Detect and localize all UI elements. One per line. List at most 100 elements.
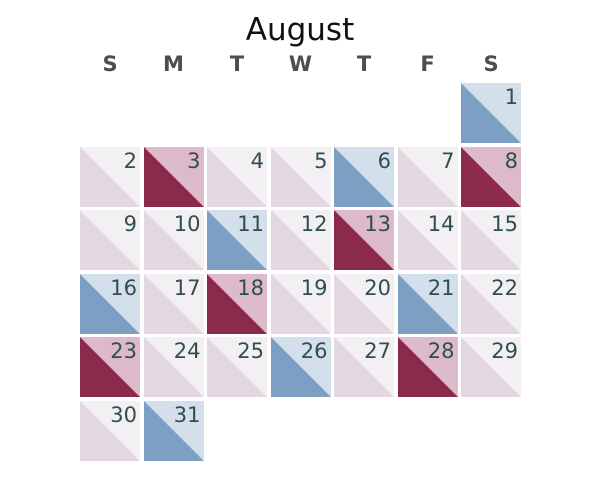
day-cell: 11 xyxy=(207,210,267,270)
day-number: 29 xyxy=(491,339,518,363)
day-number: 27 xyxy=(364,339,391,363)
day-cell: 12 xyxy=(270,210,331,270)
day-cell-lower-triangle xyxy=(270,273,331,334)
day-cell-lower-triangle xyxy=(334,273,394,334)
day-cell-lower-triangle xyxy=(461,273,521,334)
day-number: 21 xyxy=(427,275,455,300)
day-cell: 6 xyxy=(334,146,394,207)
day-number: 17 xyxy=(173,275,201,300)
day-cell: 10 xyxy=(143,210,204,270)
day-number: 2 xyxy=(123,148,137,173)
day-cell-lower-triangle xyxy=(334,210,394,270)
day-number: 14 xyxy=(427,212,455,236)
day-cell: 3 xyxy=(143,146,204,207)
day-cell: 16 xyxy=(80,273,140,334)
chart-title: August xyxy=(245,12,355,48)
day-cell: 9 xyxy=(80,210,140,270)
day-cell-lower-triangle xyxy=(80,337,140,397)
weekday-label: W xyxy=(288,52,313,76)
day-cell: 15 xyxy=(461,210,521,270)
day-cell: 25 xyxy=(207,337,267,397)
day-cell: 23 xyxy=(80,337,140,397)
day-number: 19 xyxy=(300,275,328,300)
day-cell: 5 xyxy=(270,146,331,207)
day-cell: 14 xyxy=(397,210,458,270)
day-cell-lower-triangle xyxy=(270,210,331,270)
day-cell: 26 xyxy=(270,337,331,397)
day-number: 1 xyxy=(504,85,518,109)
day-cell-lower-triangle xyxy=(80,210,140,270)
day-number: 18 xyxy=(237,275,264,300)
day-cell-lower-triangle xyxy=(80,273,140,334)
day-number: 7 xyxy=(441,148,455,173)
day-cell-lower-triangle xyxy=(461,146,521,207)
day-cell-lower-triangle xyxy=(143,337,204,397)
day-number: 15 xyxy=(491,212,518,236)
day-cell: 2 xyxy=(80,146,140,207)
day-cell-lower-triangle xyxy=(270,337,331,397)
day-cell-lower-triangle xyxy=(207,210,267,270)
day-cell: 31 xyxy=(143,400,204,461)
day-number: 28 xyxy=(427,339,455,363)
day-cell-lower-triangle xyxy=(397,210,458,270)
day-number: 22 xyxy=(491,275,518,300)
day-cell: 30 xyxy=(80,400,140,461)
day-cell-lower-triangle xyxy=(334,146,394,207)
day-cell-lower-triangle xyxy=(80,146,140,207)
day-cell-lower-triangle xyxy=(334,337,394,397)
day-cell-lower-triangle xyxy=(461,210,521,270)
day-cell: 4 xyxy=(207,146,267,207)
day-cell-lower-triangle xyxy=(80,400,140,461)
day-number: 3 xyxy=(187,148,201,173)
day-cell-lower-triangle xyxy=(207,337,267,397)
day-number: 30 xyxy=(110,402,137,427)
day-number: 11 xyxy=(237,212,264,236)
day-cell-lower-triangle xyxy=(397,273,458,334)
day-cell: 8 xyxy=(461,146,521,207)
day-cell-lower-triangle xyxy=(143,273,204,334)
day-cell-lower-triangle xyxy=(397,146,458,207)
weekday-label: F xyxy=(420,52,435,76)
weekday-label: M xyxy=(163,52,184,76)
day-cell: 1 xyxy=(461,83,521,143)
day-cell-lower-triangle xyxy=(143,400,204,461)
day-cell-lower-triangle xyxy=(461,83,521,143)
day-cell-lower-triangle xyxy=(461,337,521,397)
day-cell-lower-triangle xyxy=(143,146,204,207)
day-number: 26 xyxy=(300,339,328,363)
weekday-label: T xyxy=(356,52,372,76)
day-cell: 17 xyxy=(143,273,204,334)
day-number: 25 xyxy=(237,339,264,363)
day-number: 8 xyxy=(504,148,518,173)
day-cell: 29 xyxy=(461,337,521,397)
day-cell: 24 xyxy=(143,337,204,397)
day-cell-lower-triangle xyxy=(207,273,267,334)
day-cell: 22 xyxy=(461,273,521,334)
day-number: 24 xyxy=(173,339,201,363)
day-number: 13 xyxy=(364,212,391,236)
day-number: 23 xyxy=(110,339,137,363)
day-number: 5 xyxy=(314,148,328,173)
day-cell: 18 xyxy=(207,273,267,334)
day-cell-lower-triangle xyxy=(270,146,331,207)
weekday-label: S xyxy=(102,52,118,76)
day-cell-lower-triangle xyxy=(397,337,458,397)
day-number: 31 xyxy=(173,402,201,427)
day-number: 4 xyxy=(250,148,264,173)
day-number: 10 xyxy=(173,212,201,236)
day-cell: 13 xyxy=(334,210,394,270)
day-number: 20 xyxy=(364,275,391,300)
day-cell: 7 xyxy=(397,146,458,207)
day-cell-lower-triangle xyxy=(207,146,267,207)
day-cell: 27 xyxy=(334,337,394,397)
day-number: 16 xyxy=(110,275,137,300)
day-number: 12 xyxy=(300,212,328,236)
day-cell: 28 xyxy=(397,337,458,397)
weekday-label: T xyxy=(229,52,245,76)
day-cell-lower-triangle xyxy=(143,210,204,270)
day-cell: 19 xyxy=(270,273,331,334)
day-cell: 20 xyxy=(334,273,394,334)
weekday-label: S xyxy=(483,52,499,76)
day-cell: 21 xyxy=(397,273,458,334)
day-number: 6 xyxy=(377,148,391,173)
